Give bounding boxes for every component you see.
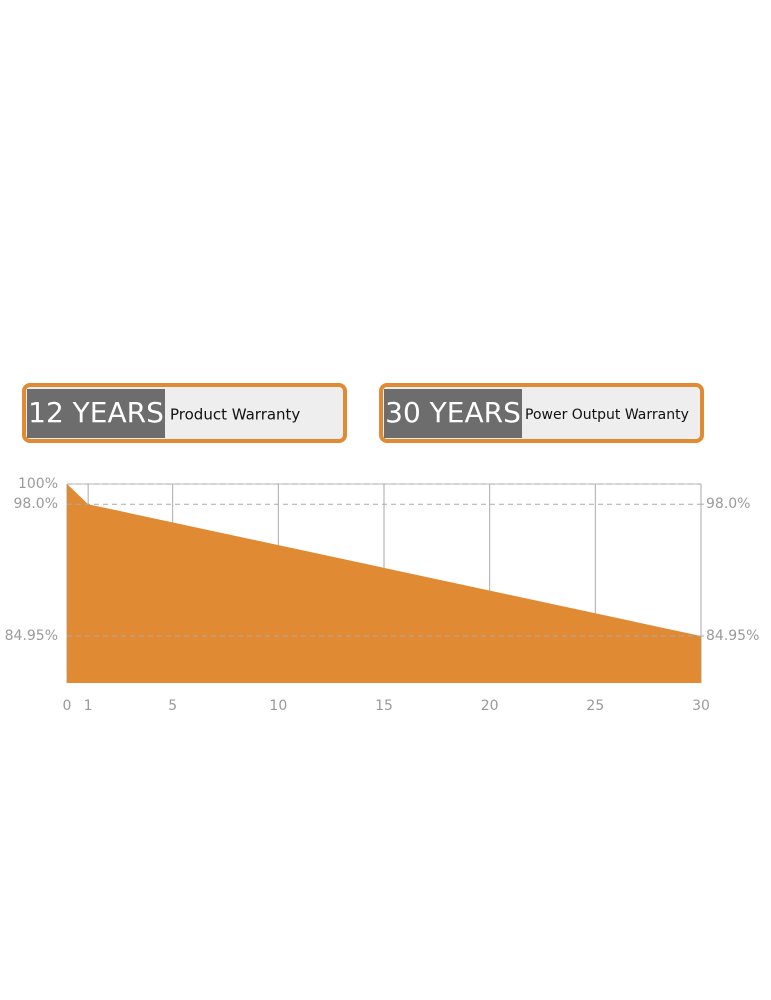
badge-years: 30 YEARS [385,396,521,429]
badge: 12 YEARS Product Warranty [22,383,347,443]
x-tick-label: 0 [63,698,72,714]
badge-years-box [27,389,165,438]
x-tick-label: 15 [375,698,393,714]
x-tick-label: 30 [692,698,710,714]
y-tick-label: 84.95% [5,628,58,644]
badge: 30 YEARS Power Output Warranty [379,383,704,443]
x-tick-label: 20 [481,698,499,714]
y2-tick-label: 98.0% [706,496,750,512]
y-tick-label: 98.0% [14,496,58,512]
x-tick-label: 1 [84,698,93,714]
badge-years-box [384,389,522,438]
y-tick-label: 100% [18,476,58,492]
x-tick-label: 25 [586,698,604,714]
badge-years: 12 YEARS [28,396,164,429]
badge-label: Product Warranty [170,406,300,424]
y2-tick-label: 84.95% [706,628,759,644]
badge-label: Power Output Warranty [525,407,689,423]
x-tick-label: 5 [168,698,177,714]
x-tick-label: 10 [269,698,287,714]
area [67,484,701,683]
